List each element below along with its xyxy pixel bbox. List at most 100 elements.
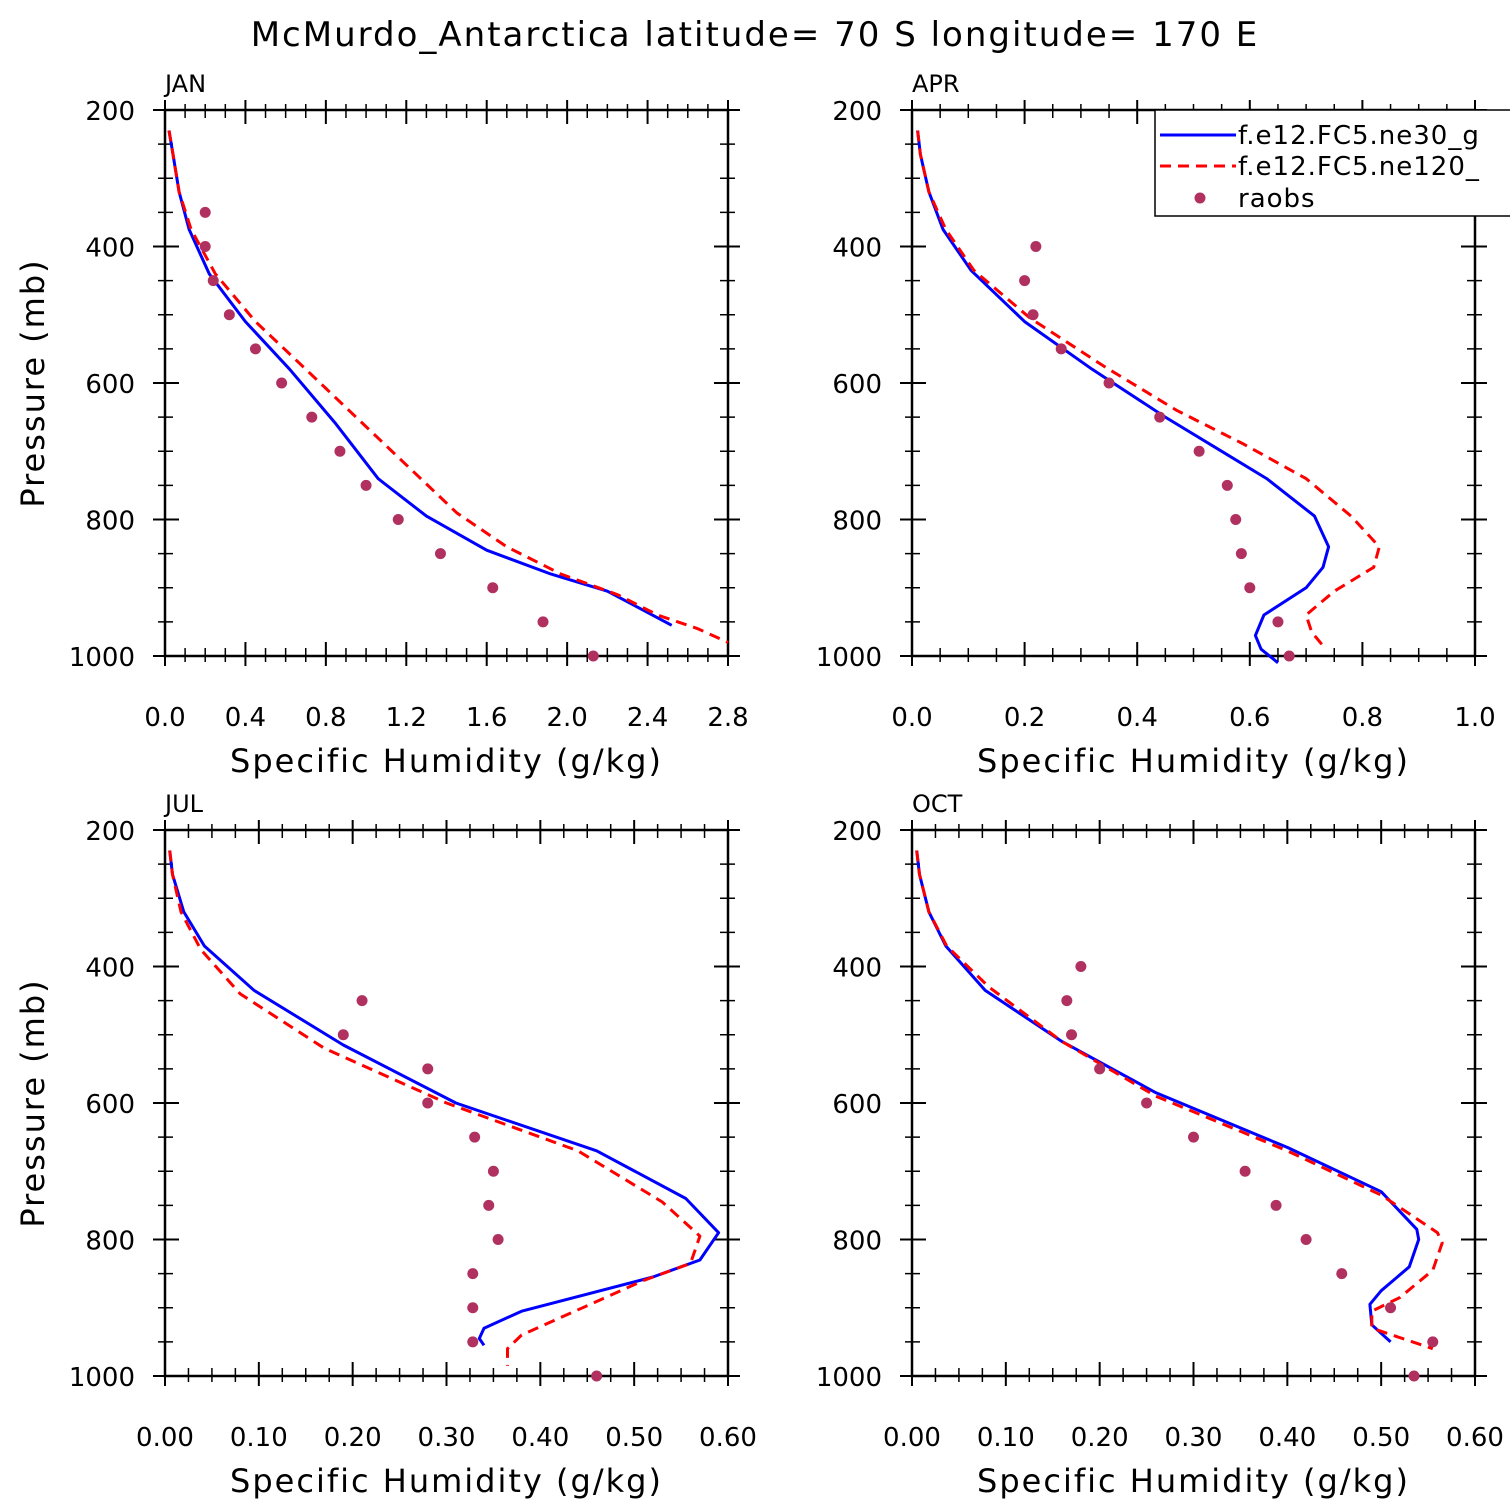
y-tick-label: 1000 xyxy=(816,1363,882,1393)
x-tick-label: 0.30 xyxy=(418,1423,476,1453)
x-tick-label: 0.00 xyxy=(883,1423,941,1453)
y-tick-label: 1000 xyxy=(816,643,882,673)
y-tick-label: 1000 xyxy=(69,643,135,673)
panels: JAN 0.0 0.4 0.8 1.2 1.6 2.0 2.4 2.8 200 400 600 800 1… xyxy=(14,70,1504,1500)
obs-point xyxy=(1270,1199,1282,1211)
obs-point xyxy=(1193,445,1205,457)
obs-point xyxy=(1141,1097,1153,1109)
obs-point xyxy=(1094,1063,1106,1075)
obs-point xyxy=(1408,1370,1420,1382)
obs-point xyxy=(1066,1029,1078,1041)
y-tick-label: 400 xyxy=(85,954,135,984)
obs-point xyxy=(434,548,446,560)
obs-point xyxy=(223,309,235,321)
obs-point xyxy=(360,479,372,491)
x-tick-label: 0.0 xyxy=(144,703,185,733)
obs-point xyxy=(1061,995,1073,1007)
y-axis-label: Pressure (mb) xyxy=(14,258,52,507)
obs-point xyxy=(199,206,211,218)
legend-swatch-obs xyxy=(1194,192,1206,204)
legend-box xyxy=(1154,109,1510,217)
x-tick-label: 0.60 xyxy=(699,1423,757,1453)
obs-point xyxy=(1283,650,1295,662)
obs-point xyxy=(1244,582,1256,594)
x-axis-label: Specific Humidity (g/kg) xyxy=(977,742,1410,780)
series-line-ne120 xyxy=(915,850,1444,1351)
obs-point xyxy=(1188,1131,1199,1143)
x-tick-label: 0.20 xyxy=(1071,1423,1129,1453)
obs-point xyxy=(337,1029,349,1041)
y-tick-label: 400 xyxy=(832,234,882,264)
obs-point xyxy=(392,514,404,525)
x-tick-label: 1.6 xyxy=(466,703,507,733)
x-tick-label: 0.10 xyxy=(977,1423,1035,1453)
x-axis-label: Specific Humidity (g/kg) xyxy=(977,1462,1410,1500)
x-tick-label: 0.20 xyxy=(324,1423,382,1453)
obs-point xyxy=(1272,616,1284,628)
obs-point xyxy=(467,1336,479,1348)
x-tick-label: 0.0 xyxy=(891,703,932,733)
obs-point xyxy=(467,1302,479,1314)
legend: f.e12.FC5.ne30_g f.e12.FC5.ne120_ raobs xyxy=(1154,109,1510,217)
plot-frame xyxy=(163,108,730,658)
obs-point xyxy=(469,1131,481,1143)
x-tick-label: 2.8 xyxy=(707,703,748,733)
obs-point xyxy=(492,1234,504,1245)
x-tick-label: 1.0 xyxy=(1454,703,1495,733)
obs-point xyxy=(207,275,219,287)
legend-label-model1: f.e12.FC5.ne30_g xyxy=(1238,121,1480,151)
obs-point xyxy=(1030,241,1042,252)
panel-jan: JAN 0.0 0.4 0.8 1.2 1.6 2.0 2.4 2.8 200 400 600 800 1… xyxy=(14,70,749,780)
y-tick-label: 800 xyxy=(85,507,135,537)
obs-point xyxy=(591,1370,603,1382)
obs-point xyxy=(276,377,288,389)
series-line-ne30 xyxy=(168,850,721,1347)
y-tick-label: 600 xyxy=(85,370,135,400)
obs-point xyxy=(1300,1234,1312,1245)
y-tick-label: 1000 xyxy=(69,1363,135,1393)
x-tick-label: 0.2 xyxy=(1004,703,1045,733)
x-axis-label: Specific Humidity (g/kg) xyxy=(230,1462,663,1500)
panel-oct: OCT 0.00 0.10 0.20 0.30 0.40 0.50 0.60 200 400 600… xyxy=(816,790,1504,1500)
x-tick-label: 0.4 xyxy=(225,703,266,733)
obs-point xyxy=(422,1097,434,1109)
obs-point xyxy=(537,616,549,628)
obs-point xyxy=(487,1165,499,1177)
x-tick-label: 0.40 xyxy=(1258,1423,1316,1453)
x-tick-label: 2.0 xyxy=(546,703,587,733)
panel-apr: APR 0.0 0.2 0.4 0.6 0.8 1.0 200 400 600 800 1000 Spe… xyxy=(816,70,1496,780)
x-tick-label: 0.6 xyxy=(1229,703,1270,733)
obs-point xyxy=(1221,479,1233,491)
y-tick-label: 200 xyxy=(85,817,135,847)
y-tick-label: 400 xyxy=(85,234,135,264)
legend-label-obs: raobs xyxy=(1238,184,1316,214)
obs-point xyxy=(1103,377,1115,389)
x-tick-label: 0.60 xyxy=(1446,1423,1504,1453)
obs-point xyxy=(1336,1268,1348,1280)
x-tick-label: 0.10 xyxy=(230,1423,288,1453)
obs-point xyxy=(422,1063,434,1075)
y-tick-label: 600 xyxy=(832,370,882,400)
y-tick-label: 800 xyxy=(832,1227,882,1257)
obs-point xyxy=(1055,343,1067,355)
x-tick-label: 0.4 xyxy=(1117,703,1158,733)
obs-point xyxy=(1230,514,1242,525)
x-tick-label: 0.00 xyxy=(136,1423,194,1453)
obs-point xyxy=(1154,411,1166,423)
y-tick-label: 600 xyxy=(832,1090,882,1120)
obs-point xyxy=(1019,275,1031,287)
obs-point xyxy=(483,1199,495,1211)
series-line-ne120 xyxy=(167,130,729,644)
series-line-ne30 xyxy=(916,130,1331,664)
y-tick-label: 200 xyxy=(832,817,882,847)
x-tick-label: 0.30 xyxy=(1165,1423,1223,1453)
panel-title: APR xyxy=(912,70,960,98)
obs-point xyxy=(1075,961,1087,972)
y-tick-label: 200 xyxy=(832,97,882,127)
x-tick-label: 0.50 xyxy=(1352,1423,1410,1453)
x-tick-label: 2.4 xyxy=(627,703,668,733)
obs-point xyxy=(249,343,261,355)
obs-point xyxy=(306,411,318,423)
obs-point xyxy=(467,1268,479,1280)
obs-point xyxy=(356,995,368,1007)
